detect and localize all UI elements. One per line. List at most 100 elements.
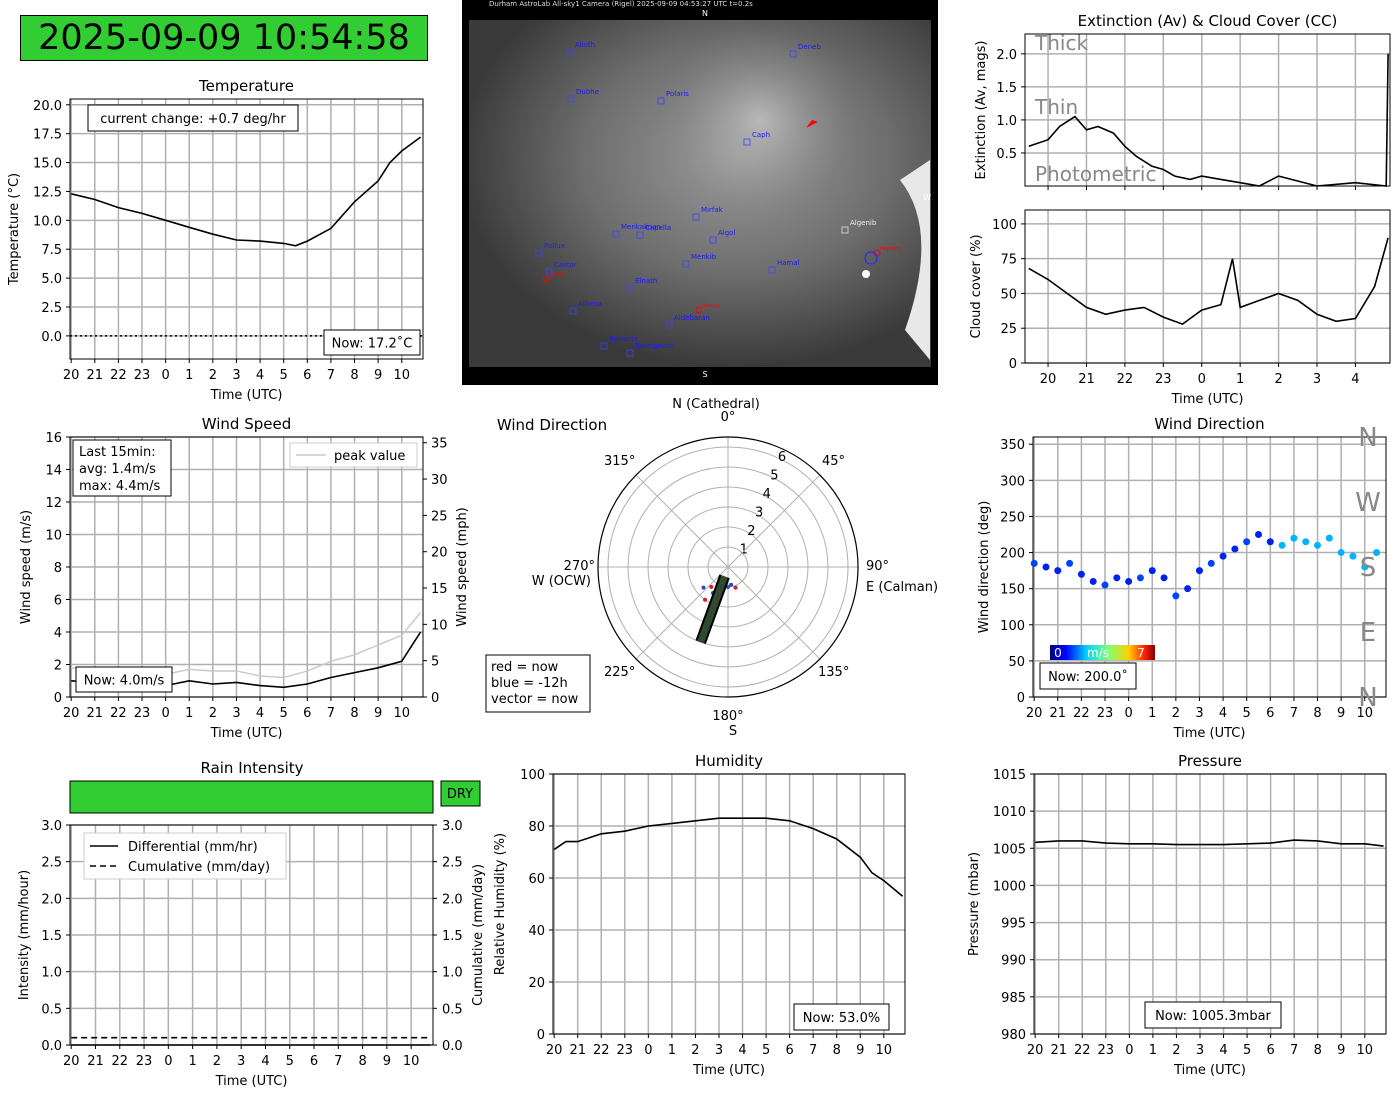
band-thin: Thin	[1034, 95, 1078, 119]
star-label: Algol	[718, 229, 735, 237]
extinction-panel: 0.5 1.0 1.5 2.0 Extinction (Av) & Cloud Cove…	[974, 12, 1391, 190]
x-tick-label: 20	[1040, 372, 1057, 387]
chart-title: Wind Direction	[1154, 415, 1264, 433]
cloud-line	[1028, 237, 1389, 325]
y-tick-label: 60	[528, 872, 545, 887]
x-tick-label: 4	[1219, 1043, 1227, 1058]
plot-area	[1025, 210, 1390, 363]
star-marker	[535, 249, 543, 257]
y-tick-label: 250	[1000, 510, 1025, 525]
y-axis-label: Wind speed (m/s)	[19, 510, 34, 624]
y2-tick-label: 25	[431, 509, 448, 524]
x-tick-label: 2	[209, 368, 217, 383]
x-tick-label: 5	[280, 368, 288, 383]
y2-tick-label: 35	[431, 437, 448, 452]
y2-tick-label: 3.0	[442, 819, 463, 834]
star-label: Alioth	[575, 41, 595, 49]
star-marker	[665, 321, 673, 329]
y2-tick-label: 5	[431, 655, 439, 670]
x-tick-label: 7	[809, 1043, 817, 1058]
wind-dir-point	[1337, 549, 1345, 557]
compass-label: N	[1358, 423, 1377, 453]
x-tick-label: 23	[134, 706, 151, 721]
wind-dir-point	[1030, 559, 1038, 567]
y-tick-label: 12.5	[33, 185, 62, 200]
polar-ring-label: 1	[740, 543, 748, 558]
x-tick-label: 0	[1198, 372, 1206, 387]
rain-status-badge	[440, 780, 481, 807]
wind-dir-point	[1254, 531, 1262, 538]
rain-legend-label: Cumulative (mm/day)	[128, 860, 270, 875]
y-tick-label: 100	[1000, 619, 1025, 634]
x-tick-label: 21	[87, 1054, 104, 1069]
wind-dir-now-box	[1039, 662, 1137, 690]
x-tick-label: 20	[63, 1054, 80, 1069]
polar-diag-315: 315°	[604, 454, 635, 469]
y-tick-label: 1.5	[996, 81, 1017, 96]
wind-dir-point	[1278, 541, 1286, 549]
y-tick-label: 25	[1000, 322, 1017, 337]
wind-dir-point	[1361, 563, 1369, 571]
y-tick-label: 2.5	[41, 856, 62, 871]
y-tick-label: 7.5	[41, 243, 62, 258]
y2-tick-label: 10	[431, 618, 448, 633]
star-marker	[626, 284, 634, 292]
y2-tick-label: 2.5	[442, 856, 463, 871]
rain-status-label: DRY	[447, 787, 473, 802]
star-label: Elnath	[635, 277, 657, 285]
x-tick-label: 22	[1073, 706, 1090, 721]
x-tick-label: 2	[691, 1043, 699, 1058]
chart-title: Extinction (Av) & Cloud Cover (CC)	[1078, 12, 1338, 30]
wind-stats-box	[72, 439, 172, 497]
star-marker	[545, 268, 553, 276]
x-tick-label: 6	[785, 1043, 793, 1058]
x-tick-label: 10	[393, 368, 410, 383]
y-tick-label: 50	[1000, 287, 1017, 302]
x-tick-label: 4	[256, 368, 264, 383]
x-tick-label: 6	[303, 706, 311, 721]
star-marker	[789, 50, 797, 58]
y-tick-label: 10.0	[33, 214, 62, 229]
x-tick-label: 21	[87, 706, 104, 721]
polar-south-deg: 180°	[712, 709, 743, 724]
x-tick-label: 8	[833, 1043, 841, 1058]
x-tick-label: 1	[1236, 372, 1244, 387]
star-label: Menkalinan	[621, 223, 661, 231]
x-tick-label: 9	[1337, 706, 1345, 721]
polar-legend-line: red = now	[491, 660, 559, 675]
x-tick-label: 2	[213, 1054, 221, 1069]
x-tick-label: 20	[1026, 706, 1043, 721]
dome-reflection	[660, 25, 860, 215]
plot-border	[69, 98, 424, 360]
camera-west: W	[923, 193, 931, 202]
y-tick-label: 0	[1009, 357, 1017, 372]
x-tick-label: 3	[715, 1043, 723, 1058]
colorbar-min: 0	[1054, 646, 1062, 660]
x-tick-label: 2	[209, 706, 217, 721]
x-tick-label: 3	[1195, 706, 1203, 721]
plot-border	[1024, 33, 1391, 187]
y-tick-label: 2	[54, 659, 62, 674]
star-marker	[682, 260, 690, 268]
polar-spoke	[727, 566, 821, 660]
camera-header: Durham AstroLab All-sky1 Camera (Rigel) …	[489, 0, 753, 8]
temperature-line	[71, 136, 422, 247]
y-tick-label: 2.5	[41, 301, 62, 316]
wind-dir-point	[1325, 534, 1333, 542]
star-marker	[569, 307, 577, 315]
star-marker	[841, 226, 849, 234]
x-tick-label: 9	[1337, 1043, 1345, 1058]
y-tick-label: 980	[1001, 1028, 1026, 1043]
y-tick-label: 1005	[993, 842, 1026, 857]
plot-border	[1032, 436, 1387, 698]
y-tick-label: 50	[1008, 655, 1025, 670]
x-tick-label: 7	[327, 706, 335, 721]
polar-diag-45: 45°	[822, 454, 845, 469]
y-tick-label: 1000	[993, 879, 1026, 894]
y-tick-label: 990	[1001, 954, 1026, 969]
y2-axis-label: Wind speed (mph)	[455, 507, 470, 627]
x-tick-label: 23	[617, 1043, 634, 1058]
y2-tick-label: 15	[431, 582, 448, 597]
